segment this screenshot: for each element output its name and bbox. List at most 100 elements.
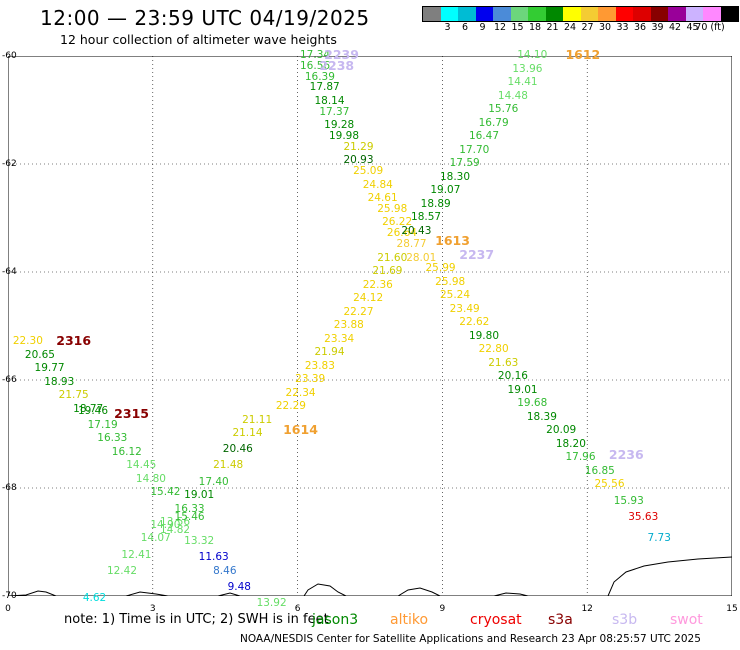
legend-tick-label: 42 (668, 22, 682, 33)
longitude-label: 9 (439, 604, 446, 614)
legend-tick-label: 9 (479, 22, 486, 33)
wave-height-value: 24.12 (353, 292, 384, 304)
wave-height-value: 16.33 (97, 432, 128, 445)
legend-tick-label: 12 (493, 22, 507, 33)
legend-swatch (423, 7, 441, 21)
wave-height-value: 25.24 (439, 289, 471, 302)
wave-height-value: 15.76 (488, 103, 519, 115)
legend-swatch (528, 7, 546, 21)
legend-swatch (440, 7, 458, 21)
wave-height-value: 16.12 (111, 445, 142, 458)
map-subtitle: 12 hour collection of altimeter wave hei… (60, 32, 337, 47)
wave-height-value: 18.20 (555, 437, 586, 450)
wave-height-value: 4.62 (82, 591, 107, 604)
map-title: 12:00 — 23:59 UTC 04/19/2025 (40, 6, 370, 30)
wave-height-value: 13.96 (512, 62, 543, 75)
legend-tick-label: 15 (511, 22, 524, 33)
legend-swatch (545, 7, 563, 21)
legend-swatch (458, 7, 476, 21)
wave-height-value: 17.87 (309, 81, 340, 94)
wave-height-value: 21.29 (343, 140, 374, 153)
legend-swatch (493, 7, 511, 21)
legend-tick-label: 24 (563, 22, 577, 33)
legend-tick-label: 21 (546, 22, 559, 33)
wave-height-value: 21.48 (213, 459, 244, 472)
satellite-legend-swot: swot (670, 612, 703, 628)
legend-tick-label: 30 (598, 22, 612, 33)
legend-swatch (650, 7, 668, 21)
legend-swatch (668, 7, 686, 21)
wave-height-value: 25.99 (425, 262, 456, 275)
wave-height-value: 17.37 (319, 105, 350, 118)
wave-height-value: 17.59 (449, 157, 480, 169)
pass-time-label: 2315 (114, 406, 149, 422)
wave-height-value: 26.22 (382, 216, 413, 229)
wave-height-value: 23.49 (449, 302, 480, 315)
wave-height-value: 20.93 (343, 154, 374, 167)
wave-height-value: 14.90 (150, 518, 181, 531)
wave-height-value: 21.69 (372, 265, 403, 277)
legend-tick-label: 36 (633, 22, 647, 33)
wave-height-value: 16.56 (300, 59, 331, 72)
wave-height-value: 17.19 (87, 418, 118, 431)
longitude-label: 6 (294, 604, 301, 614)
wave-height-value: 17.34 (300, 49, 331, 61)
latitude-label: -66 (2, 375, 17, 385)
latitude-label: -70 (2, 591, 17, 601)
wave-height-value: 21.11 (242, 413, 273, 426)
wave-height-value: 14.82 (160, 524, 191, 537)
wave-height-value: 23.83 (304, 359, 335, 372)
wave-height-value: 19.68 (517, 397, 548, 410)
wave-height-value: 23.88 (333, 319, 364, 331)
pass-time-label: 1614 (283, 422, 318, 438)
wave-height-value: 13.32 (184, 535, 215, 547)
wave-height-value: 21.14 (232, 427, 263, 439)
wave-height-value: 19.28 (324, 119, 355, 132)
satellite-legend-s3b: s3b (612, 612, 638, 628)
latitude-label: -64 (2, 267, 17, 277)
pass-time-label: 2236 (608, 446, 644, 462)
wave-height-value: 22.34 (285, 386, 316, 399)
wave-height-value: 12.41 (121, 548, 152, 561)
wave-height-value: 14.41 (507, 76, 538, 88)
color-scale-legend (422, 6, 739, 22)
plot-frame (8, 56, 732, 596)
wave-height-value: 20.16 (497, 370, 528, 383)
wave-height-value: 19.46 (77, 405, 109, 418)
legend-tick-label: 3 (444, 22, 451, 33)
wave-height-value: 25.98 (377, 202, 408, 215)
wave-height-value: 19.98 (328, 130, 360, 142)
wave-height-value: 22.30 (12, 335, 43, 348)
wave-height-value: 15.46 (174, 510, 205, 523)
wave-height-value: 19.01 (184, 489, 215, 502)
graticule-grid (8, 56, 732, 596)
legend-swatch (510, 7, 528, 21)
satellite-legend-altiko: altiko (390, 612, 429, 628)
legend-swatch (615, 7, 633, 21)
wave-height-value: 7.73 (647, 532, 671, 545)
longitude-label: 0 (5, 604, 11, 614)
pass-time-label: 2239 (324, 47, 359, 62)
wave-height-value: 18.93 (44, 375, 75, 388)
legend-swatch (685, 7, 703, 21)
pass-time-label: 2316 (56, 333, 92, 349)
longitude-label: 3 (149, 604, 156, 614)
legend-swatch (703, 7, 721, 21)
latitude-label: -62 (2, 159, 17, 169)
legend-tick-label: 70 (ft) (695, 22, 725, 33)
legend-tick-label: 27 (581, 22, 594, 33)
wave-height-value: 8.46 (213, 564, 237, 577)
antarctic-coastline (8, 556, 732, 596)
wave-height-value: 16.39 (304, 70, 335, 83)
wave-height-value: 18.14 (314, 94, 345, 107)
wave-height-value: 18.30 (439, 170, 471, 183)
wave-height-value: 19.07 (430, 184, 461, 196)
wave-height-value: 12.42 (106, 564, 137, 577)
wave-height-value: 35.63 (628, 510, 659, 523)
wave-height-value: 14.80 (135, 472, 166, 485)
legend-swatch (563, 7, 581, 21)
wave-height-value: 22.36 (362, 278, 393, 291)
wave-height-value: 17.70 (459, 143, 490, 156)
wave-height-value: 19.01 (507, 383, 538, 396)
credit-footer: NOAA/NESDIS Center for Satellite Applica… (240, 633, 701, 645)
